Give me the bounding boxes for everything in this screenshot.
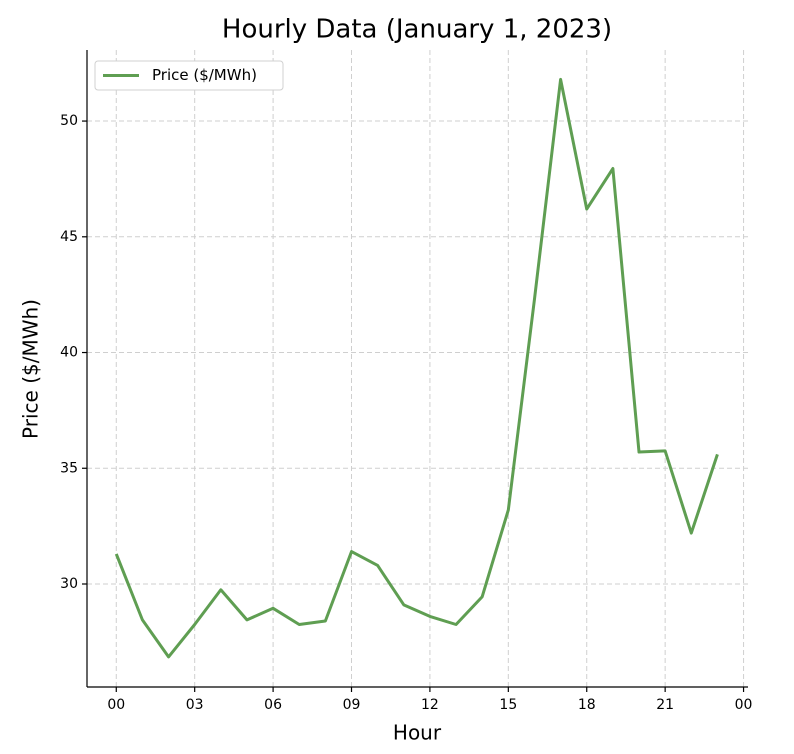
- x-tick-label: 21: [656, 697, 674, 713]
- y-axis-label: Price ($/MWh): [19, 299, 43, 439]
- line-series: [114, 77, 719, 659]
- y-tick-label: 50: [60, 113, 78, 129]
- x-tick-label: 03: [186, 697, 204, 713]
- x-tick-label: 00: [735, 697, 753, 713]
- x-tick-label: 00: [107, 697, 125, 713]
- x-axis-label: Hour: [393, 721, 442, 745]
- legend-box: [94, 60, 284, 91]
- x-tick-label: 18: [578, 697, 596, 713]
- y-tick-label: 45: [60, 229, 78, 245]
- legend-label: Price ($/MWh): [152, 66, 257, 84]
- y-tick-label: 35: [60, 460, 78, 476]
- x-tick-label: 06: [264, 697, 282, 713]
- chart-title: Hourly Data (January 1, 2023): [222, 15, 612, 45]
- x-tick-label: 12: [421, 697, 439, 713]
- y-tick-label: 30: [60, 576, 78, 592]
- x-tick-label: 09: [343, 697, 361, 713]
- x-tick-label: 15: [499, 697, 517, 713]
- y-tick-label: 40: [60, 345, 78, 361]
